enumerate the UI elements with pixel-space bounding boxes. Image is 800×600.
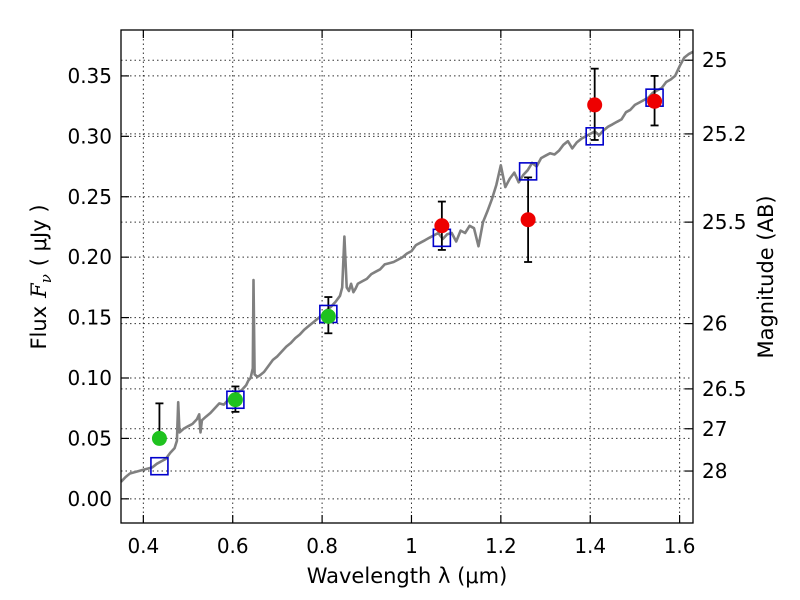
y-axis-title-prefix: Flux — [27, 306, 51, 350]
grid-lines — [121, 30, 693, 523]
x-tick-label: 1.6 — [664, 534, 696, 558]
x-tick-label: 1.4 — [574, 534, 606, 558]
red-data-point — [647, 93, 663, 109]
y2-tick-label: 28 — [702, 459, 727, 483]
observed-photometry-points — [151, 93, 663, 446]
model-spectrum — [120, 50, 694, 483]
y2-axis-title: Magnitude (AB) — [754, 195, 778, 358]
red-data-point — [520, 212, 536, 228]
green-data-point — [320, 308, 336, 324]
y2-tick-label: 25.2 — [702, 122, 747, 146]
x-axis-ticks: 0.4 0.6 0.8 1 1.2 1.4 1.6 — [127, 30, 696, 558]
x-tick-label: 0.6 — [217, 534, 249, 558]
y-axis-title-symbol: F — [27, 282, 51, 299]
x-tick-label: 0.4 — [127, 534, 159, 558]
y-tick-label: 0.00 — [67, 487, 112, 511]
y-axis-ticks: 0.00 0.05 0.10 0.15 0.20 0.25 0.30 0.35 — [67, 64, 129, 511]
y2-tick-label: 25.5 — [702, 210, 747, 234]
y2-tick-label: 26.5 — [702, 377, 747, 401]
model-point-square — [518, 162, 538, 181]
y-tick-label: 0.10 — [67, 366, 112, 390]
model-photometry-points — [150, 88, 664, 476]
x-tick-label: 0.8 — [306, 534, 338, 558]
model-spectrum-line — [120, 50, 694, 483]
red-data-point — [434, 218, 450, 234]
y-tick-label: 0.35 — [67, 64, 112, 88]
y2-tick-label: 26 — [702, 312, 727, 336]
y-tick-label: 0.05 — [67, 426, 112, 450]
y-tick-label: 0.30 — [67, 124, 112, 148]
y2-tick-label: 27 — [702, 417, 727, 441]
x-tick-label: 1.2 — [485, 534, 517, 558]
model-point-square — [585, 127, 604, 146]
x-axis-title: Wavelength λ (μm) — [307, 564, 508, 588]
model-point-square — [150, 456, 169, 476]
y2-tick-label: 25 — [702, 48, 727, 72]
y2-axis-ticks: 25 25.2 25.5 26 26.5 27 28 — [685, 48, 747, 483]
y-axis-title: Flux Fν ( μJy ) — [27, 204, 55, 349]
plot-frame — [120, 29, 694, 524]
green-data-point — [227, 392, 243, 408]
model-point-square — [226, 390, 245, 410]
x-tick-label: 1 — [405, 534, 418, 558]
y-axis-title-subscript: ν — [37, 274, 55, 283]
red-data-point — [587, 97, 603, 113]
green-data-point — [151, 430, 167, 446]
y-tick-label: 0.15 — [67, 306, 112, 330]
y-tick-label: 0.25 — [67, 185, 112, 209]
y-axis-title-units: ( μJy ) — [27, 204, 51, 266]
y-tick-label: 0.20 — [67, 245, 112, 269]
